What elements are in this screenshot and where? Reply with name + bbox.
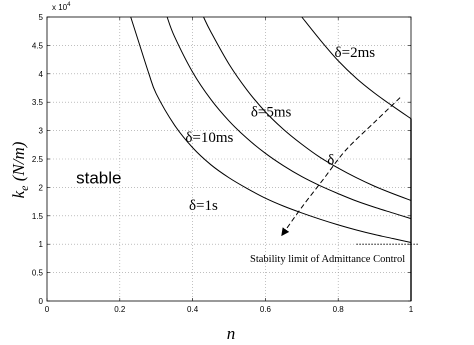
ticks: 0 0.2 0.4 0.6 0.8 1 0 0.5 1 1.5 2 2.5 3 3.5 4 4.5 5 bbox=[32, 13, 414, 314]
y-tick-label: 0 bbox=[39, 297, 44, 306]
series-line bbox=[166, 16, 412, 220]
y-tick-label: 3.5 bbox=[32, 98, 44, 107]
y-tick-label: 4.5 bbox=[32, 41, 44, 50]
stability-limit-label: Stability limit of Admittance Control bbox=[250, 254, 405, 265]
y-tick-label: 4 bbox=[39, 70, 44, 79]
y-tick-label: 2 bbox=[39, 183, 44, 192]
y-tick-label: 3 bbox=[39, 127, 44, 136]
x-axis-label: n bbox=[227, 324, 236, 343]
y-tick-label: 1.5 bbox=[32, 212, 44, 221]
y-tick-label: 1 bbox=[39, 240, 44, 249]
grid bbox=[47, 17, 411, 301]
curve-label: δ=5ms bbox=[251, 104, 292, 120]
x-tick-label: 1 bbox=[409, 305, 414, 314]
curve-label: δ=1s bbox=[189, 198, 218, 214]
y-tick-label: 0.5 bbox=[32, 269, 44, 278]
y-axis-label: ke (N/m) bbox=[9, 141, 31, 198]
x-tick-label: 0.6 bbox=[260, 305, 272, 314]
y-tick-label: 2.5 bbox=[32, 155, 44, 164]
x-tick-label: 0 bbox=[45, 305, 50, 314]
delta-label: δ bbox=[327, 153, 334, 169]
series-line bbox=[203, 16, 412, 201]
x-tick-label: 0.2 bbox=[114, 305, 126, 314]
curve-label: δ=2ms bbox=[335, 45, 376, 61]
x-tick-label: 0.8 bbox=[333, 305, 345, 314]
annotations bbox=[281, 97, 419, 245]
y-tick-label: 5 bbox=[39, 13, 44, 22]
y-multiplier: x 104 bbox=[52, 2, 71, 12]
series-line bbox=[301, 16, 412, 120]
text-labels: δ=2ms δ=5ms δ=10ms δ=1s stable δ Stability lim… bbox=[76, 45, 405, 265]
region-label: stable bbox=[76, 168, 121, 187]
x-tick-label: 0.4 bbox=[187, 305, 199, 314]
curve-label: δ=10ms bbox=[185, 130, 233, 146]
series-line bbox=[130, 16, 412, 243]
